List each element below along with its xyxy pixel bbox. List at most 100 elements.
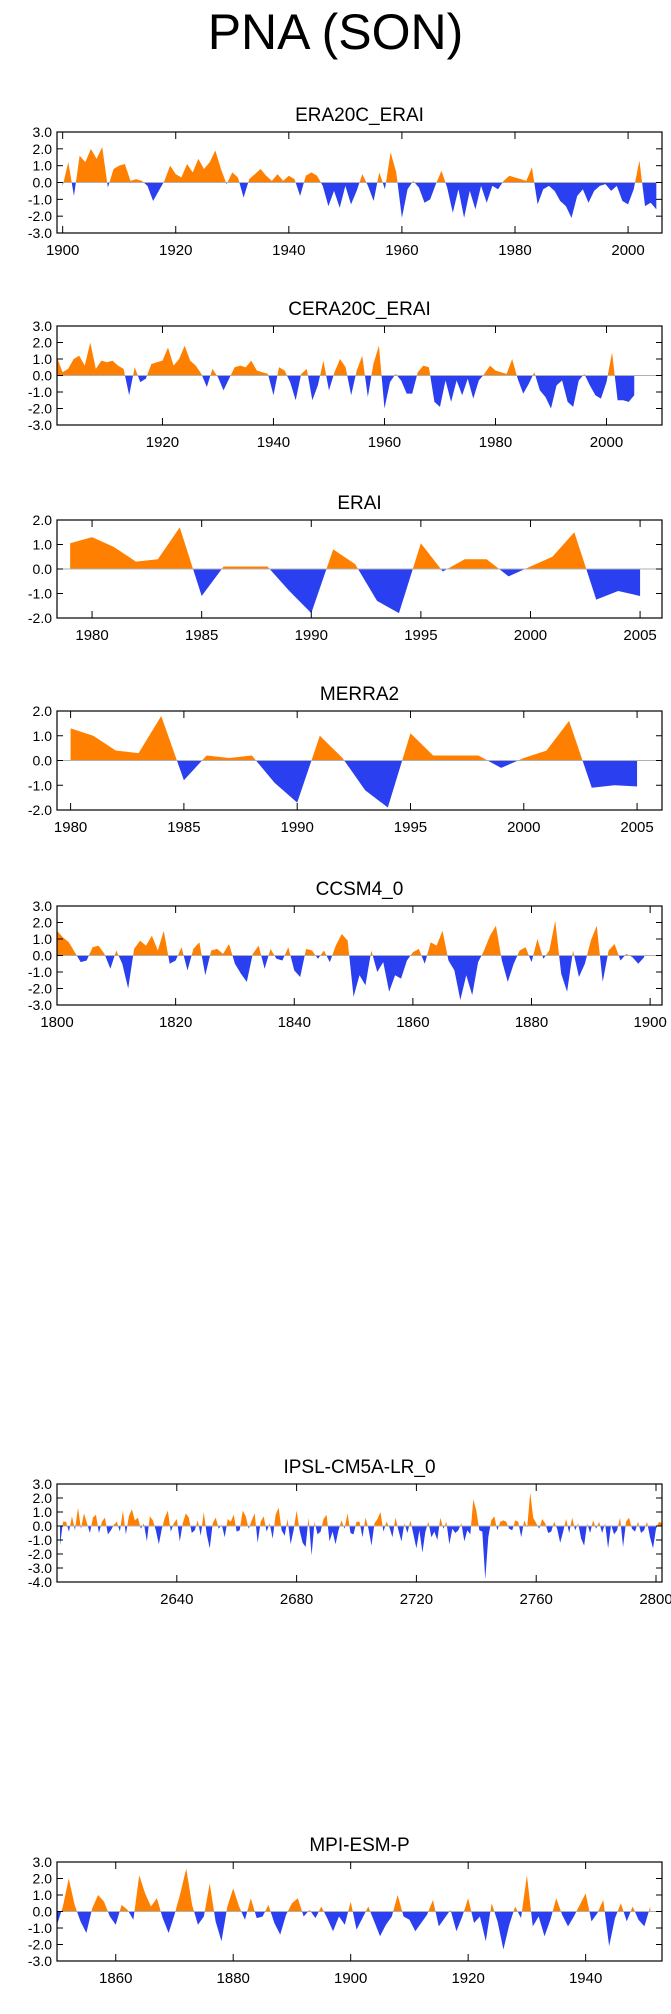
positive-area [598,1899,605,1912]
y-tick-label: -2.0 [28,802,52,818]
y-tick-label: -1.0 [28,964,52,980]
positive-area [311,735,345,761]
positive-area [287,1898,303,1912]
positive-area [134,1875,161,1912]
positive-area [196,1520,199,1526]
x-tick-label: 2005 [620,819,653,836]
negative-area [177,1526,183,1542]
positive-area [321,1514,328,1526]
positive-area [365,1906,371,1912]
y-tick-label: -2.0 [28,1937,52,1953]
negative-area [274,955,285,961]
positive-area [490,1903,495,1912]
positive-area [359,174,367,183]
positive-area [163,150,226,183]
negative-area [352,1911,366,1930]
negative-area [205,1526,213,1549]
positive-area [333,359,348,376]
positive-area [81,1513,88,1526]
negative-area [631,1526,637,1532]
positive-area [618,1517,621,1526]
positive-area [402,733,488,761]
positive-area [552,1521,556,1526]
negative-area [140,1526,143,1529]
negative-area [381,375,395,409]
negative-area [87,1526,92,1533]
negative-area [535,375,583,409]
negative-area [647,1526,658,1549]
positive-area [607,352,615,376]
negative-area [531,1911,553,1937]
negative-area [349,955,371,997]
positive-area [332,934,350,956]
negative-area [595,1526,598,1529]
positive-area [436,170,446,183]
negative-area [76,1911,92,1933]
negative-area [499,569,525,577]
positive-area [427,1521,430,1526]
positive-area [88,945,106,956]
negative-area [429,1526,440,1540]
negative-area [290,955,305,977]
positive-area [240,1510,249,1526]
positive-area [320,950,327,956]
y-tick-label: 2.0 [33,141,53,157]
negative-area [639,1526,646,1533]
plot-frame [56,1483,663,1583]
negative-area [60,1526,63,1546]
negative-area [288,1526,295,1545]
positive-area [645,1521,648,1526]
negative-area [586,569,641,600]
x-tick-label: 1995 [404,627,437,644]
positive-area [525,532,587,569]
positive-area [523,1520,527,1526]
positive-area [210,368,217,376]
chart-panel: MPI-ESM-P 3.02.01.00.0-1.0-2.0-3.0 1860 188… [28,1835,663,1987]
negative-area [286,375,301,401]
y-tick-label: -1.0 [28,586,52,602]
positive-area [62,1521,68,1526]
positive-area [587,925,600,956]
negative-area [241,1911,248,1920]
positive-area [286,1519,289,1526]
x-tick-label: 1940 [569,1970,602,1987]
y-tick-label: 1.0 [33,728,53,744]
positive-area [371,345,382,376]
y-tick-label: 3.0 [33,898,53,914]
y-tick-label: -2.0 [28,981,52,997]
positive-area [175,1868,195,1912]
positive-area [114,950,119,956]
x-tick-label: 1860 [396,1014,429,1031]
negative-area [620,1526,626,1547]
positive-area [513,1906,518,1912]
x-tick-label: 2680 [280,1591,313,1608]
chart-title: CERA20C_ERAI [288,299,431,320]
x-tick-label: 1940 [272,242,305,259]
negative-area [360,1526,365,1538]
negative-area [605,1526,611,1549]
x-tick-label: 1940 [257,434,290,451]
negative-area [629,955,645,964]
y-tick-label: -3.0 [28,225,52,241]
positive-area [70,527,194,569]
positive-area [226,1514,236,1526]
negative-area [370,1911,394,1937]
negative-area [430,375,483,407]
y-tick-label: -4.0 [28,1574,52,1590]
positive-area [127,1509,141,1526]
positive-area [657,1521,662,1526]
negative-area [248,1526,250,1529]
positive-area [133,367,138,376]
negative-area [254,1911,266,1919]
positive-area [172,1519,178,1526]
negative-area [62,182,64,186]
x-tick-label: 1960 [385,242,418,259]
negative-area [542,955,546,959]
positive-area [57,342,125,376]
positive-area [162,1510,171,1526]
negative-area [315,955,321,959]
negative-area [574,1526,577,1531]
positive-area [409,1520,412,1526]
positive-area [498,1520,509,1526]
